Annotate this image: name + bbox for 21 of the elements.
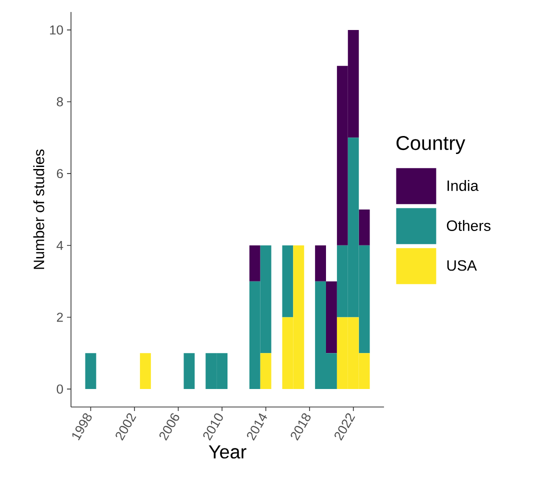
bar [260, 353, 272, 390]
y-tick-label: 8 [56, 97, 63, 106]
bar [326, 281, 337, 354]
bar [282, 245, 294, 318]
text: Others [446, 220, 490, 231]
bar [184, 353, 195, 390]
y-tick-label: 10 [50, 25, 63, 35]
bar [85, 353, 96, 390]
y-axis-title: Number of studies [33, 149, 44, 269]
bar [315, 245, 326, 282]
bar [358, 209, 370, 246]
y-tick-label: 4 [56, 240, 64, 250]
text: USA [447, 260, 477, 271]
bar [249, 245, 260, 282]
legend-title: Country [396, 136, 466, 154]
text: India [448, 180, 479, 191]
x-axis-title: Year [208, 445, 246, 459]
y-tick-label: 2 [56, 312, 63, 322]
y-tick-label: 6 [56, 169, 63, 178]
y-tick-label: 0 [56, 384, 63, 394]
bar [140, 353, 151, 390]
